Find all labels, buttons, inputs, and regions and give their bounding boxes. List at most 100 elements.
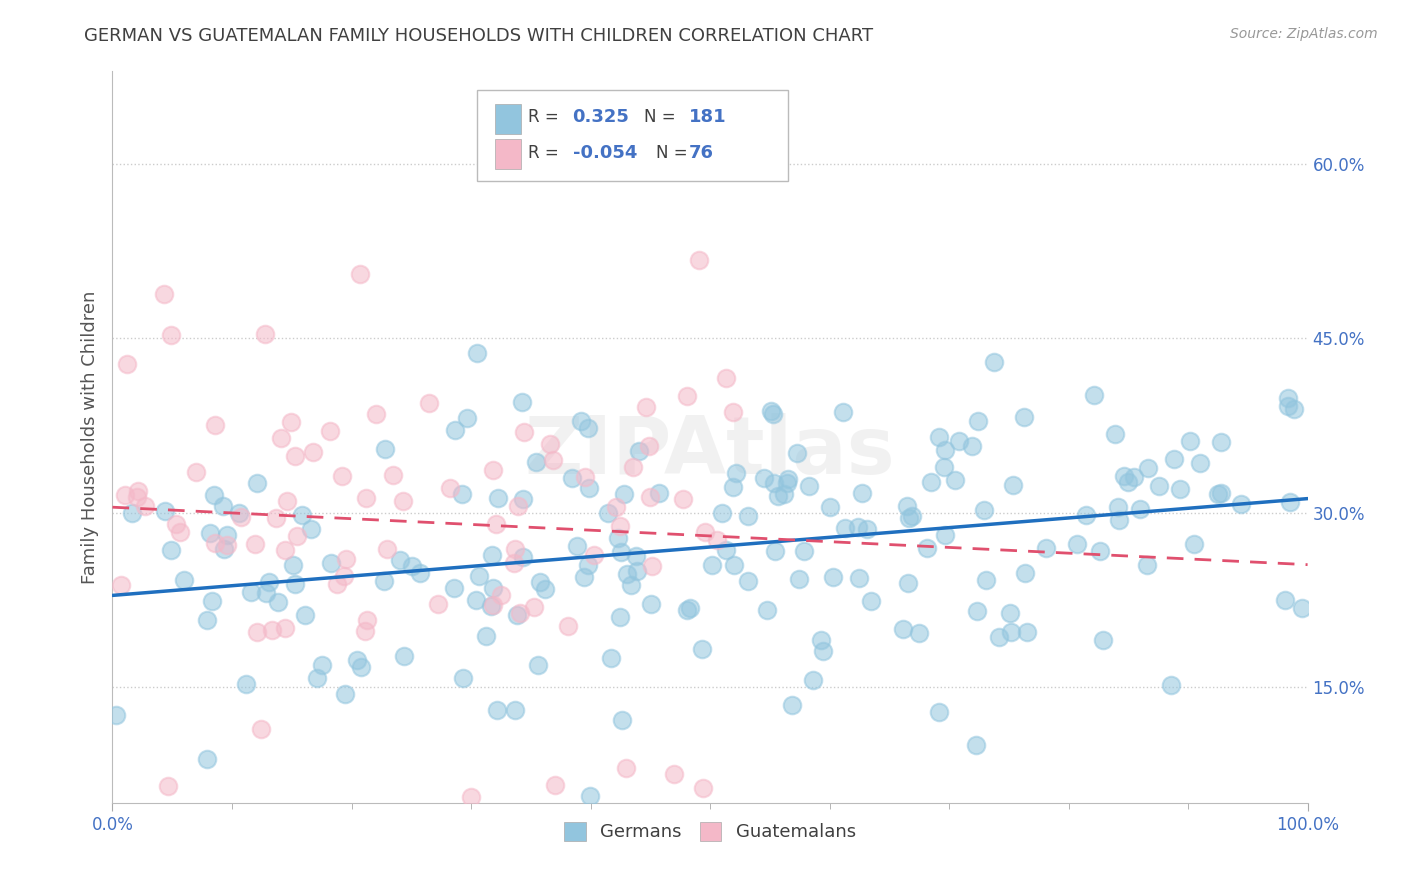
Point <box>962 439 984 453</box>
Legend: Germans, Guatemalans: Germans, Guatemalans <box>557 814 863 848</box>
Point <box>534 582 557 597</box>
Point <box>1136 461 1159 475</box>
Point <box>217 539 239 553</box>
Point <box>254 586 277 600</box>
Point <box>284 449 307 463</box>
Point <box>574 470 596 484</box>
Point <box>266 511 288 525</box>
Point <box>335 551 357 566</box>
Point <box>756 603 779 617</box>
Text: Source: ZipAtlas.com: Source: ZipAtlas.com <box>1230 27 1378 41</box>
Point <box>692 780 714 795</box>
Point <box>291 508 314 523</box>
Point <box>973 502 995 516</box>
Point <box>281 558 304 572</box>
Point <box>831 405 853 419</box>
Point <box>443 581 465 595</box>
Point <box>276 493 298 508</box>
Point <box>201 594 224 608</box>
Text: 76: 76 <box>689 145 713 162</box>
Point <box>319 556 342 570</box>
Point <box>859 594 882 608</box>
Point <box>392 494 415 508</box>
Point <box>153 504 176 518</box>
Point <box>467 568 489 582</box>
Point <box>202 488 225 502</box>
Point <box>920 475 942 490</box>
Point <box>505 542 527 557</box>
Point <box>159 543 181 558</box>
Point <box>1209 434 1232 449</box>
Point <box>456 410 478 425</box>
Text: R =: R = <box>529 109 564 127</box>
Point <box>762 407 785 421</box>
Point <box>1136 558 1159 573</box>
Point <box>512 425 534 440</box>
Point <box>967 414 990 428</box>
Point <box>375 542 398 557</box>
Point <box>229 510 252 524</box>
Point <box>127 484 149 499</box>
Point <box>943 473 966 487</box>
Point <box>373 574 395 588</box>
Point <box>353 624 375 639</box>
Point <box>801 673 824 688</box>
Point <box>706 533 728 547</box>
Point <box>834 521 856 535</box>
Point <box>157 779 180 793</box>
Point <box>110 578 132 592</box>
Point <box>465 346 488 360</box>
Point <box>610 545 633 559</box>
Point <box>510 395 533 409</box>
Point <box>250 722 273 736</box>
Point <box>613 487 636 501</box>
Point <box>505 703 527 717</box>
Point <box>576 421 599 435</box>
Point <box>299 522 322 536</box>
Point <box>474 629 496 643</box>
Point <box>624 549 647 564</box>
Point <box>898 510 921 524</box>
Point <box>257 575 280 590</box>
Point <box>1116 475 1139 489</box>
Point <box>578 481 600 495</box>
Point <box>104 708 127 723</box>
Point <box>846 520 869 534</box>
Point <box>543 453 565 467</box>
Point <box>778 472 800 486</box>
Point <box>1147 479 1170 493</box>
Point <box>374 442 396 456</box>
Point <box>114 487 136 501</box>
Point <box>235 676 257 690</box>
Point <box>506 608 529 623</box>
Point <box>543 778 565 792</box>
Point <box>1114 469 1136 483</box>
Point <box>512 550 534 565</box>
Point <box>797 479 820 493</box>
Point <box>1206 487 1229 501</box>
Point <box>527 658 550 673</box>
Point <box>679 601 702 615</box>
Point <box>426 597 449 611</box>
Point <box>896 500 918 514</box>
Point <box>506 499 529 513</box>
Point <box>215 527 238 541</box>
Point <box>173 573 195 587</box>
Point <box>409 566 432 580</box>
Point <box>1015 625 1038 640</box>
Point <box>273 542 295 557</box>
Point <box>1035 541 1057 555</box>
Point <box>1274 593 1296 607</box>
Point <box>983 355 1005 369</box>
Point <box>638 490 661 504</box>
Point <box>676 603 699 617</box>
Point <box>465 592 488 607</box>
Point <box>451 486 474 500</box>
Point <box>540 436 562 450</box>
Point <box>626 564 648 578</box>
Point <box>598 506 620 520</box>
Point <box>481 599 503 613</box>
Point <box>1209 486 1232 500</box>
Point <box>620 578 643 592</box>
Point <box>609 519 631 533</box>
